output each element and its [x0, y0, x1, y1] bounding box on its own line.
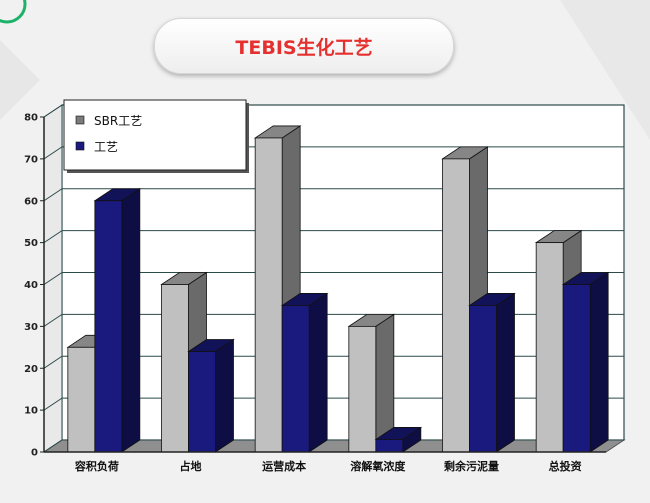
- background-shape: [560, 0, 650, 140]
- x-tick-label: 剩余污泥量: [444, 459, 499, 473]
- title-banner: TEBIS生化工艺: [154, 18, 454, 74]
- gridline-side: [43, 397, 63, 411]
- bar-s0-c4: [442, 158, 470, 453]
- x-tick-label: 容积负荷: [74, 459, 119, 473]
- y-tick-label: 30: [24, 322, 38, 333]
- bar-s1-c4: [469, 305, 497, 453]
- gridline-side: [43, 355, 63, 369]
- x-tick-label: 溶解氧浓度: [350, 459, 406, 473]
- bar-s1-c2: [281, 305, 310, 453]
- bar-s0-c0: [67, 346, 96, 453]
- y-tick-label: 60: [24, 196, 38, 207]
- gridline-side: [43, 104, 63, 118]
- y-tick-label: 10: [24, 406, 38, 417]
- gridline-side: [43, 272, 63, 285]
- corner-accent-icon: [0, 0, 27, 24]
- bar-s1-c5: [562, 284, 591, 453]
- y-tick-label: 80: [24, 113, 38, 124]
- legend-swatch: [75, 141, 85, 151]
- bar-side-s1-c1: [215, 338, 234, 453]
- background-shape: [0, 40, 40, 120]
- y-tick-label: 70: [24, 154, 38, 165]
- legend-label: SBR工艺: [94, 114, 142, 128]
- gridline-side: [43, 146, 63, 160]
- slide-title: TEBIS生化工艺: [235, 36, 373, 59]
- legend-box: [63, 99, 247, 171]
- gridline-side: [43, 188, 63, 202]
- chart-axes: 0 10 20 30 40 50 60 70 80 容积负荷 占地 运营成本 溶解氧浓度 剩余污泥量 总投资: [24, 113, 606, 473]
- bar-side-s1-c5: [589, 271, 609, 453]
- bar-s0-c1: [161, 284, 189, 453]
- legend-swatch: [75, 115, 85, 125]
- y-tick-label: 50: [24, 238, 38, 249]
- bar-side-s1-c2: [308, 292, 328, 453]
- x-tick-label: 占地: [180, 459, 202, 473]
- bar-s0-c3: [348, 325, 377, 453]
- x-tick-label: 总投资: [549, 459, 582, 473]
- legend-label: 工艺: [94, 140, 118, 154]
- bar-s0-c2: [254, 137, 283, 453]
- x-tick-label: 运营成本: [262, 459, 306, 473]
- bar-side-s1-c0: [121, 188, 141, 453]
- bar-s1-c1: [188, 351, 216, 453]
- gridline-side: [43, 439, 63, 453]
- gridline-side: [43, 313, 63, 327]
- bar-s1-c0: [94, 200, 123, 453]
- y-tick-label: 0: [31, 448, 38, 459]
- y-tick-label: 20: [24, 364, 38, 375]
- bar-s0-c5: [535, 242, 564, 453]
- chart-bars: [66, 125, 610, 453]
- gridline-side: [43, 230, 63, 244]
- bar-s1-c3: [375, 439, 404, 453]
- bar-side-s1-c4: [496, 292, 515, 453]
- y-tick-label: 40: [24, 280, 38, 291]
